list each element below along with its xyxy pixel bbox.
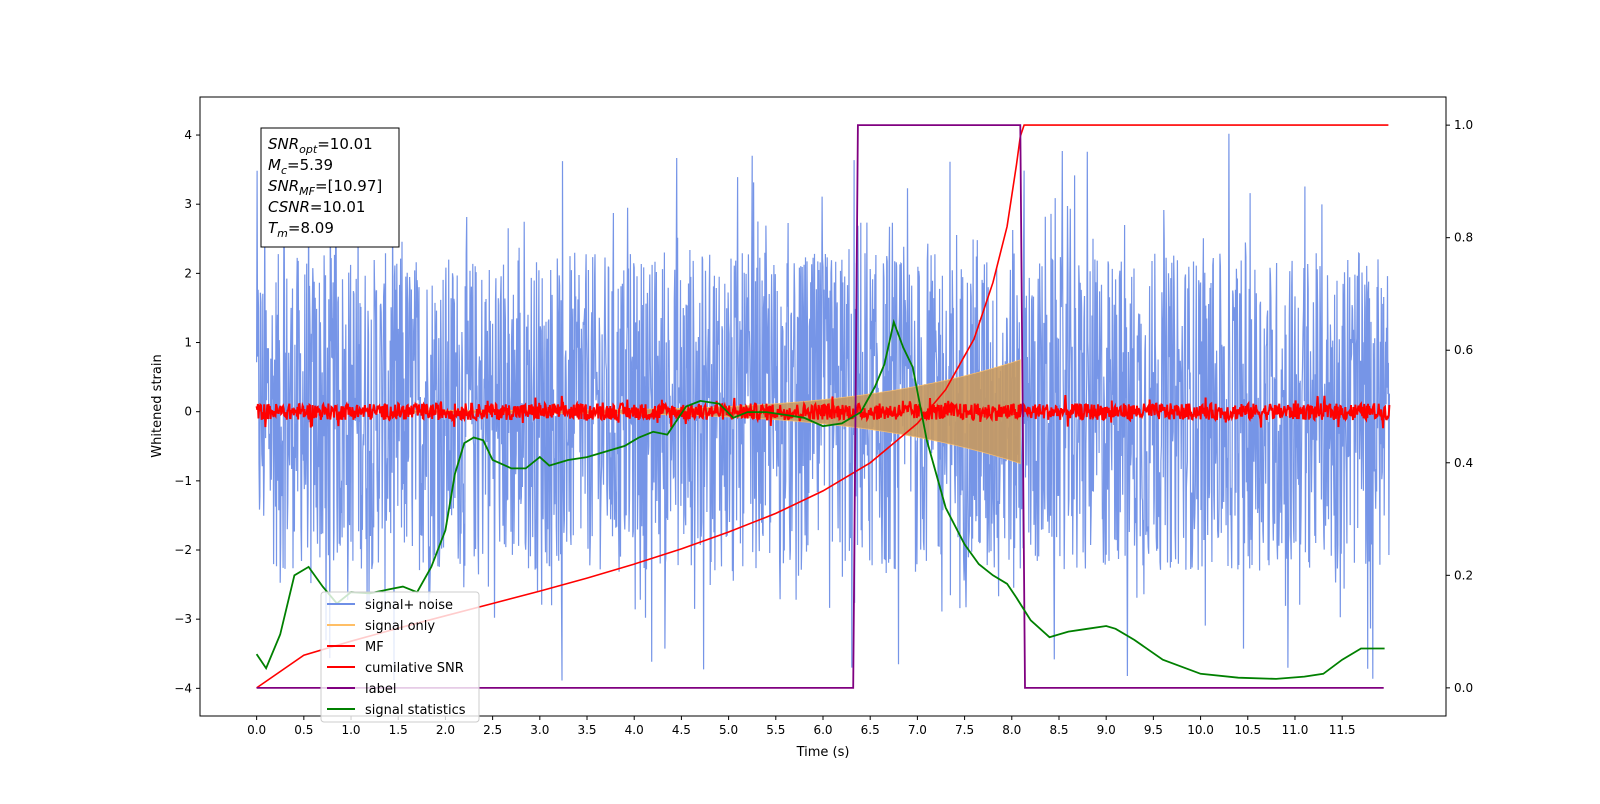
stats-annotation-box: SNRopt=10.01Mc=5.39SNRMF=[10.97]CSNR=10.… <box>260 127 400 248</box>
annotation-line: SNRopt=10.01 <box>268 135 373 156</box>
y-right-tick-label: 0.2 <box>1454 568 1473 582</box>
y-left-tick-label: 4 <box>184 128 192 142</box>
legend: signal+ noise signal only MF cumilative SNR… <box>320 591 480 723</box>
y-axis-left: 4 3 2 1 0 −1 −2 −3 −4 <box>174 128 200 695</box>
y-right-tick-label: 0.6 <box>1454 343 1473 357</box>
x-tick-label: 1.0 <box>341 723 360 737</box>
legend-label: signal statistics <box>365 703 466 718</box>
x-tick-label: 11.0 <box>1282 723 1309 737</box>
y-right-tick-label: 1.0 <box>1454 118 1473 132</box>
legend-label: signal+ noise <box>365 598 453 613</box>
legend-label: MF <box>365 640 384 655</box>
y-axis-label: Whitened strain <box>150 354 165 457</box>
x-tick-label: 3.5 <box>577 723 596 737</box>
x-axis-label: Time (s) <box>796 745 850 760</box>
x-axis: 0.0 0.5 1.0 1.5 2.0 2.5 3.0 3.5 4.0 4.5 5.0 5.5 6.0 6… <box>247 716 1356 737</box>
series-layer <box>255 124 1391 689</box>
x-tick-label: 4.0 <box>625 723 644 737</box>
x-tick-label: 0.5 <box>294 723 313 737</box>
y-left-tick-label: 3 <box>184 197 192 211</box>
legend-label: signal only <box>365 619 435 634</box>
x-tick-label: 9.5 <box>1144 723 1163 737</box>
y-left-tick-label: 0 <box>184 405 192 419</box>
x-tick-label: 2.0 <box>436 723 455 737</box>
y-axis-right: 1.0 0.8 0.6 0.4 0.2 0.0 <box>1446 118 1473 695</box>
y-left-tick-label: −4 <box>174 681 192 695</box>
y-right-tick-label: 0.8 <box>1454 231 1473 245</box>
x-tick-label: 8.5 <box>1049 723 1068 737</box>
x-tick-label: 7.5 <box>955 723 974 737</box>
x-tick-label: 10.0 <box>1187 723 1214 737</box>
y-left-tick-label: 1 <box>184 336 192 350</box>
x-tick-label: 4.5 <box>672 723 691 737</box>
x-tick-label: 0.0 <box>247 723 266 737</box>
y-left-tick-label: −3 <box>174 612 192 626</box>
x-tick-label: 8.0 <box>1002 723 1021 737</box>
legend-frame <box>320 591 480 723</box>
y-left-tick-label: −2 <box>174 543 192 557</box>
annotation-line: CSNR=10.01 <box>268 198 365 216</box>
x-tick-label: 10.5 <box>1234 723 1261 737</box>
x-tick-label: 9.0 <box>1097 723 1116 737</box>
annotation-line: Tm=8.09 <box>268 219 334 240</box>
legend-label: cumilative SNR <box>365 661 464 676</box>
x-tick-label: 3.0 <box>530 723 549 737</box>
y-left-tick-label: −1 <box>174 474 192 488</box>
y-right-tick-label: 0.0 <box>1454 681 1473 695</box>
x-tick-label: 6.0 <box>813 723 832 737</box>
annotation-frame <box>260 127 400 248</box>
legend-label: label <box>365 682 396 697</box>
series-signal-statistics <box>255 318 1385 680</box>
series-label <box>256 124 1384 689</box>
x-tick-label: 1.5 <box>389 723 408 737</box>
series-signal-plus-noise <box>256 133 1391 681</box>
x-tick-label: 5.0 <box>719 723 738 737</box>
x-tick-label: 7.0 <box>908 723 927 737</box>
y-right-tick-label: 0.4 <box>1454 456 1473 470</box>
x-tick-label: 5.5 <box>766 723 785 737</box>
annotation-line: Mc=5.39 <box>268 156 333 177</box>
annotation-line: SNRMF=[10.97] <box>268 177 382 198</box>
series-mf <box>255 395 1391 429</box>
x-tick-label: 6.5 <box>861 723 880 737</box>
x-tick-label: 11.5 <box>1329 723 1356 737</box>
x-tick-label: 2.5 <box>483 723 502 737</box>
y-left-tick-label: 2 <box>184 266 192 280</box>
